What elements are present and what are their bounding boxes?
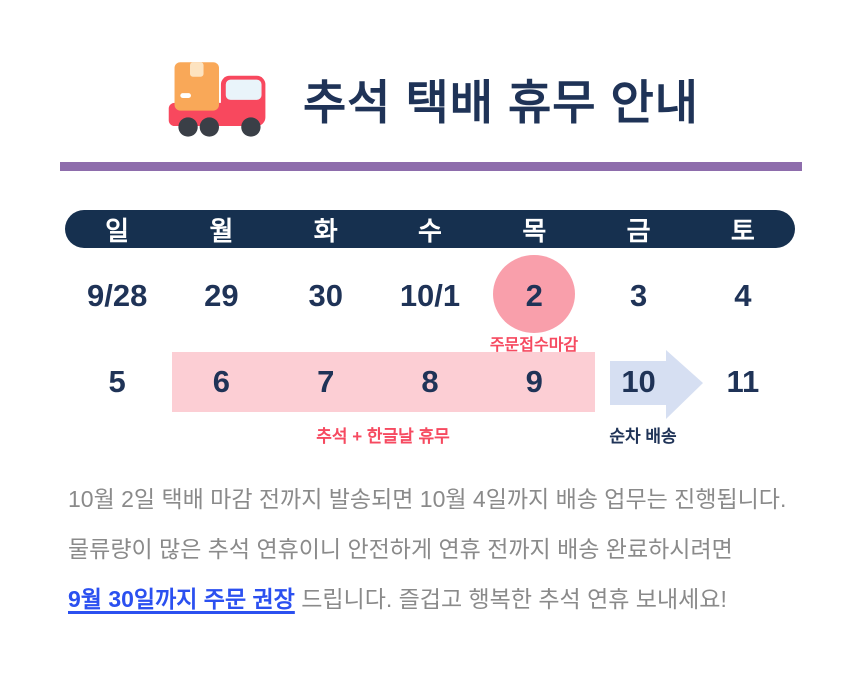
calendar-week1-row: 9/28 29 30 10/1 2 3 4 — [65, 258, 795, 333]
weekday-label-thu: 목 — [522, 215, 547, 246]
header: 추석 택배 휴무 안내 — [0, 48, 860, 148]
date-cell: 30 — [308, 277, 343, 313]
order-recommendation-highlight: 9월 30일까지 주문 권장 — [68, 586, 295, 612]
weekday-label-fri: 금 — [626, 215, 651, 246]
sequential-delivery-arrow-icon — [610, 350, 703, 419]
page-title: 추석 택배 휴무 안내 — [302, 75, 700, 129]
date-cell: 9/28 — [86, 277, 148, 313]
notes-section: 10월 2일 택배 마감 전까지 발송되면 10월 4일까지 배송 업무는 진행… — [68, 474, 808, 624]
delivery-truck-icon — [161, 54, 277, 142]
sequential-delivery-label: 순차 배송 — [609, 427, 677, 446]
calendar-week2-row: 5 6 7 8 9 10 11 — [65, 352, 795, 412]
holiday-label: 추석 + 한글날 휴무 — [316, 427, 450, 446]
note-line-3-rest: 드립니다. 즐겁고 행복한 추석 연휴 보내세요! — [294, 586, 727, 612]
date-cell-holiday: 7 — [317, 364, 335, 399]
divider-line — [60, 162, 802, 171]
date-cell-sequential: 10 — [621, 364, 656, 399]
weekday-label-sat: 토 — [730, 215, 755, 246]
date-cell: 4 — [734, 277, 752, 313]
deadline-circle-highlight — [493, 255, 575, 333]
date-cell: 11 — [726, 364, 760, 399]
calendar: 일 월 화 수 목 금 토 9/28 29 30 10/1 2 3 4 — [65, 210, 795, 450]
weekday-label-tue: 화 — [313, 215, 338, 246]
weekday-label-wed: 수 — [418, 215, 442, 246]
note-line-2: 물류량이 많은 추석 연휴이니 안전하게 연휴 전까지 배송 완료하시려면 — [68, 536, 733, 562]
holiday-band-highlight — [172, 352, 595, 412]
weekday-label-mon: 월 — [209, 215, 234, 246]
order-deadline-label: 주문접수마감 — [489, 337, 579, 354]
note-line-1: 10월 2일 택배 마감 전까지 발송되면 10월 4일까지 배송 업무는 진행… — [68, 486, 787, 512]
weekday-header-bar: 일 월 화 수 목 금 토 — [65, 210, 795, 248]
date-cell: 3 — [629, 277, 648, 313]
date-cell-holiday: 6 — [212, 364, 231, 399]
date-cell-holiday: 8 — [421, 364, 439, 399]
date-cell: 29 — [204, 277, 239, 313]
date-cell: 10/1 — [399, 277, 461, 313]
date-cell-holiday: 9 — [525, 364, 543, 399]
note-line-3: 9월 30일까지 주문 권장 드립니다. 즐겁고 행복한 추석 연휴 보내세요! — [68, 574, 808, 624]
date-cell: 5 — [108, 364, 126, 399]
date-cell-deadline: 2 — [525, 277, 543, 313]
weekday-label-sun: 일 — [105, 215, 130, 246]
